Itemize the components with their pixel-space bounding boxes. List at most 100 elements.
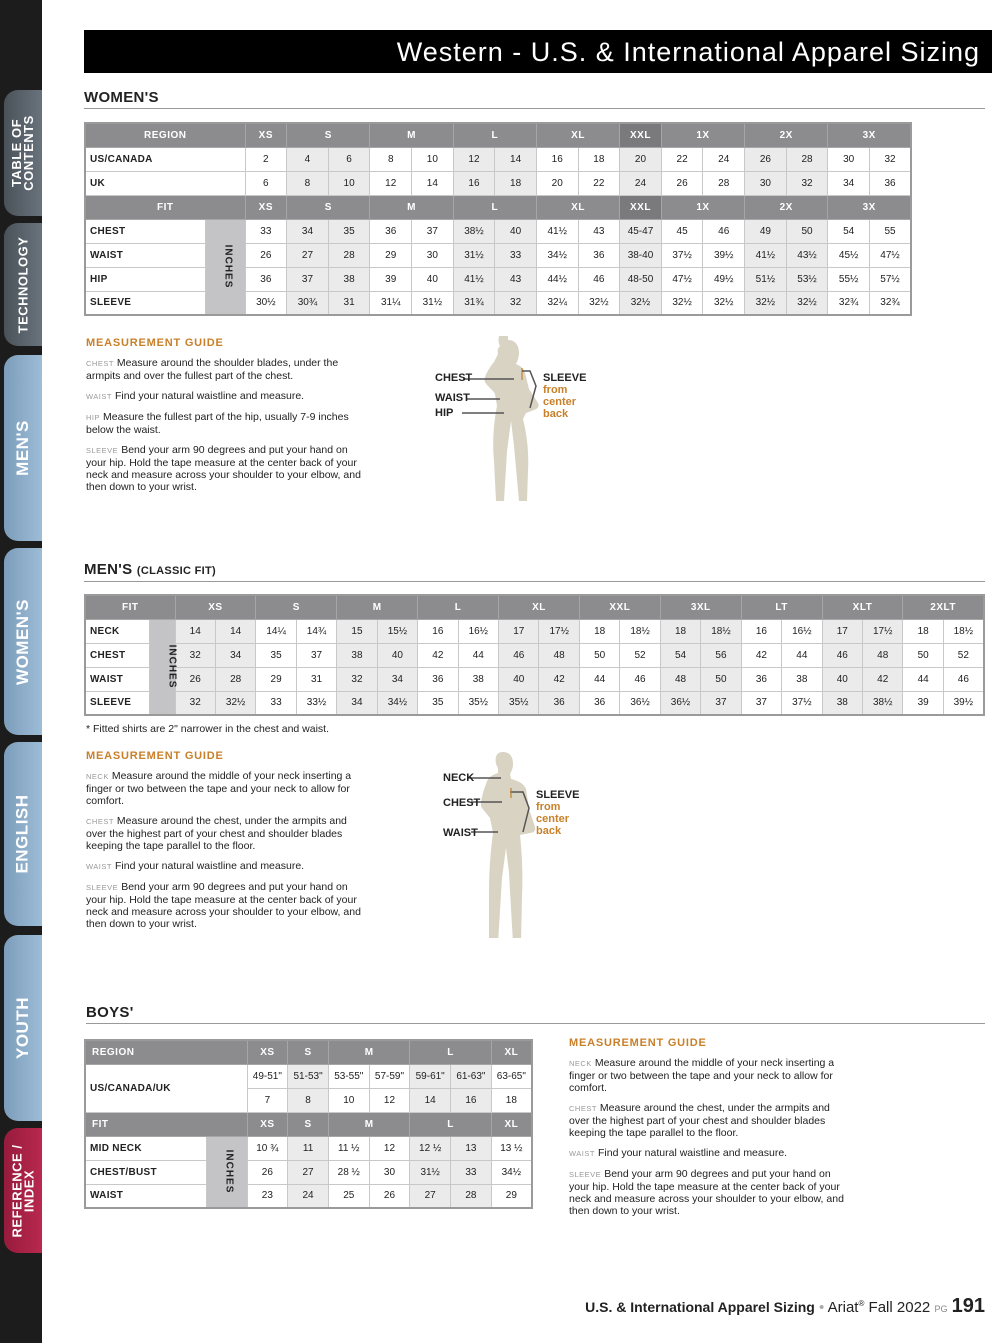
- size-value: 32½: [577, 290, 621, 316]
- mens-heading: MEN'S (CLASSIC FIT): [84, 562, 985, 582]
- header-label: REGION: [84, 122, 246, 148]
- header-row: FIT XS S M L XL XXL 3XL LT XLT 2XLT: [84, 594, 985, 620]
- size-value: 36½: [659, 690, 702, 716]
- tab-womens[interactable]: WOMEN'S: [4, 548, 42, 735]
- header-label: FIT: [84, 594, 176, 620]
- size-value: 44: [457, 642, 500, 668]
- guide-text: Bend your arm 90 degrees and put your ha…: [569, 1168, 844, 1217]
- size-value: 52: [619, 642, 661, 668]
- guide-item-waist: WAIST Find your natural waistline and mea…: [569, 1147, 849, 1160]
- guide-key: CHEST: [86, 359, 114, 368]
- size-value: 57-59": [368, 1063, 411, 1089]
- table-row: US/CANADA 2 4 6 8 10 12 14 16 18 20 22 24 26 28 30 32: [84, 146, 912, 172]
- inches-text: INCHES: [165, 644, 177, 689]
- size-value: 36: [578, 690, 621, 716]
- size-value: 33: [494, 242, 537, 268]
- guide-text: Find your natural waistline and measure.: [114, 390, 305, 402]
- inches-label: INCHES: [204, 218, 246, 316]
- table-row: US/CANADA/UK 49-51" 51-53" 53-55" 57-59" 59-6…: [84, 1063, 533, 1113]
- size-value: 44½: [535, 266, 579, 292]
- size-value: 54: [659, 642, 702, 668]
- size-value: 40: [498, 666, 540, 692]
- tab-reference-index[interactable]: REFERENCE / INDEX: [4, 1128, 42, 1253]
- size-value: 17½: [538, 618, 580, 644]
- guide-item-chest: CHEST Measure around the chest, under the…: [569, 1102, 849, 1139]
- size-value: 31½: [411, 290, 454, 316]
- mens-footnote: * Fitted shirts are 2" narrower in the c…: [86, 723, 330, 735]
- size-value: 37: [286, 266, 329, 292]
- tab-english[interactable]: ENGLISH: [4, 742, 42, 926]
- tab-youth[interactable]: YOUTH: [4, 935, 42, 1121]
- mens-size-table: FIT XS S M L XL XXL 3XL LT XLT 2XLT NECK INCHES 14 14 1…: [84, 594, 985, 716]
- page-title: Western - U.S. & International Apparel S…: [84, 30, 992, 73]
- size-value: 12: [368, 1135, 411, 1161]
- size-value: 16: [535, 146, 579, 172]
- size-value: 10: [327, 1087, 370, 1113]
- size-value: 34: [827, 170, 870, 196]
- size-header-2x: 2X: [744, 122, 829, 148]
- tab-table-of-contents[interactable]: TABLE OF CONTENTS: [4, 90, 42, 216]
- size-header-m: M: [327, 1039, 411, 1065]
- size-header-l: L: [452, 122, 537, 148]
- mens-figure-silhouette: [480, 752, 536, 938]
- size-value: 48-50: [619, 266, 662, 292]
- size-value: 17: [821, 618, 864, 644]
- size-value: 28: [450, 1183, 492, 1209]
- guide-key: WAIST: [86, 862, 112, 871]
- size-value: 18: [494, 170, 537, 196]
- womens-measurement-guide: MEASUREMENT GUIDE CHEST Measure around the…: [86, 337, 361, 501]
- size-value: 30½: [244, 290, 288, 316]
- row-label: HIP: [84, 266, 206, 292]
- size-value: 38½: [452, 218, 496, 244]
- size-value: 29: [369, 242, 413, 268]
- size-value: 38-40: [619, 242, 662, 268]
- guide-item-waist: WAIST Find your natural waistline and mea…: [86, 860, 366, 873]
- size-value: 35½: [457, 690, 500, 716]
- guide-title: MEASUREMENT GUIDE: [86, 337, 224, 349]
- size-value: 8: [369, 146, 413, 172]
- size-value: 32: [785, 170, 829, 196]
- guide-key: WAIST: [86, 392, 112, 401]
- size-header-xlt: XLT: [821, 594, 904, 620]
- tab-mens[interactable]: MEN'S: [4, 355, 42, 541]
- size-value: 14: [174, 618, 216, 644]
- tab-label: REFERENCE / INDEX: [9, 1144, 36, 1237]
- guide-key: WAIST: [569, 1149, 595, 1158]
- size-value: 29: [490, 1183, 533, 1209]
- size-header-m: M: [336, 594, 419, 620]
- size-value: 41½: [452, 266, 496, 292]
- size-value: 42: [417, 642, 459, 668]
- guide-item-neck: NECK Measure around the middle of your ne…: [569, 1057, 849, 1094]
- table-row: CHEST INCHES 33 34 35 36 37 38½ 40 41½ 43 45-47 45 46…: [84, 218, 912, 316]
- figure-label-sleeve: SLEEVE: [543, 372, 587, 384]
- size-value: 47½: [868, 242, 912, 268]
- size-header-s: S: [286, 194, 371, 220]
- guide-text: Find your natural waistline and measure.: [114, 860, 305, 872]
- size-value: 40: [376, 642, 419, 668]
- size-value: 46: [619, 666, 661, 692]
- row-label: WAIST: [84, 1183, 207, 1209]
- tab-label: YOUTH: [13, 997, 32, 1059]
- size-header-1x: 1X: [660, 122, 746, 148]
- size-value: 43: [494, 266, 537, 292]
- size-value: 34½: [376, 690, 419, 716]
- womens-size-table: REGION XS S M L XL XXL 1X 2X 3X US/CANADA 2 4 6 8 10 12 1…: [84, 122, 913, 316]
- size-value: 30: [411, 242, 454, 268]
- row-label: MID NECK: [84, 1135, 207, 1161]
- size-value: 28: [702, 170, 746, 196]
- size-value: 36: [868, 170, 912, 196]
- size-value: 32½: [702, 290, 746, 316]
- size-value: 31: [327, 290, 371, 316]
- womens-heading-text: WOMEN'S: [84, 89, 159, 106]
- size-value: 16½: [781, 618, 823, 644]
- size-value: 37: [295, 642, 338, 668]
- size-header-xs: XS: [244, 122, 288, 148]
- size-value: 16: [740, 618, 783, 644]
- size-value: 18: [902, 618, 944, 644]
- tab-technology[interactable]: TECHNOLOGY: [4, 223, 42, 346]
- boys-size-table: REGION XS S M L XL US/CANADA/UK 49-51" 51-53" 53-…: [84, 1039, 533, 1209]
- size-value: 16: [450, 1087, 492, 1113]
- row-label: SLEEVE: [84, 690, 150, 716]
- table-row: WAIST 26 27 28 29 30 31½ 33 34½ 36 38-40 37½ 39½ 41½ 4…: [84, 242, 912, 268]
- size-value: 27: [409, 1183, 452, 1209]
